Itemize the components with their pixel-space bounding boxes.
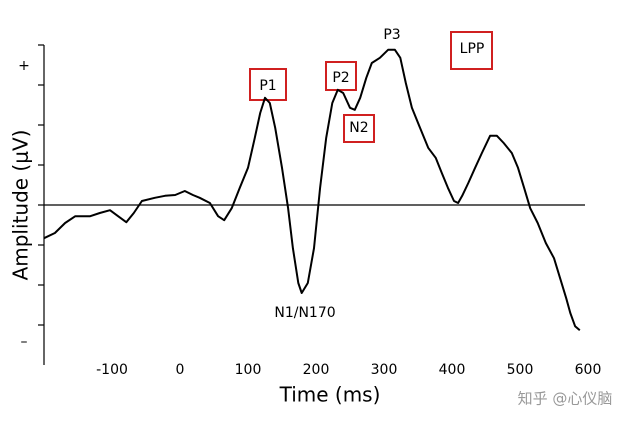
watermark: 知乎 @心仪脑	[518, 390, 613, 408]
x-tick-label: -100	[96, 362, 128, 378]
annotation: P1	[259, 78, 276, 94]
annotation-box	[450, 31, 493, 70]
x-tick-label: 100	[235, 362, 262, 378]
x-tick-label: 300	[371, 362, 398, 378]
annotation-box	[343, 114, 375, 143]
annotation: N2	[349, 120, 368, 136]
annotation-box	[325, 61, 357, 91]
waveform	[43, 48, 581, 331]
annotation: N1/N170	[274, 305, 335, 321]
x-tick-label: 600	[575, 362, 602, 378]
x-tick-label: 0	[176, 362, 185, 378]
annotation: P2	[332, 70, 349, 86]
x-axis-title: Time (ms)	[279, 383, 381, 407]
x-tick-label: 500	[507, 362, 534, 378]
annotation: LPP	[460, 41, 485, 57]
y-axis-title: Amplitude (μV)	[9, 130, 33, 281]
annotation: P3	[383, 27, 400, 43]
x-tick-label: 400	[439, 362, 466, 378]
y-sign-label: +	[18, 58, 30, 74]
x-tick-label: 200	[303, 362, 330, 378]
y-sign-label: –	[21, 334, 28, 350]
